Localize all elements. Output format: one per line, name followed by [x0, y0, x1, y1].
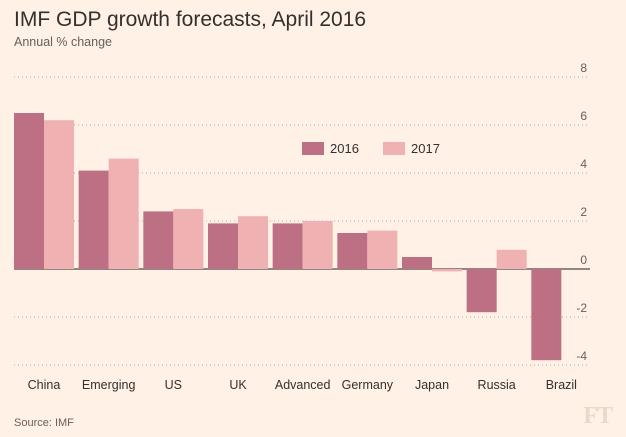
- bar-2016-uk: [208, 223, 238, 269]
- legend-label-2016: 2016: [330, 141, 359, 156]
- bar-2017-advanced: [302, 221, 333, 269]
- y-tick-label: 4: [580, 157, 587, 171]
- y-tick-label: 0: [580, 253, 587, 267]
- bar-2016-germany: [337, 233, 368, 269]
- chart-title: IMF GDP growth forecasts, April 2016: [14, 8, 367, 31]
- bar-2017-germany: [367, 230, 398, 269]
- x-tick-label: UK: [229, 378, 247, 392]
- bar-2016-brazil: [531, 269, 562, 361]
- bar-2017-emerging: [108, 158, 139, 269]
- bar-2016-china: [14, 113, 44, 269]
- bar-2016-emerging: [78, 170, 109, 269]
- x-tick-label: Russia: [478, 378, 516, 392]
- bar-2017-russia: [496, 249, 527, 269]
- bar-2017-uk: [238, 216, 268, 269]
- x-tick-label: China: [28, 378, 61, 392]
- legend-swatch-2016: [302, 142, 324, 155]
- x-tick-label: Japan: [415, 378, 449, 392]
- chart-subtitle: Annual % change: [14, 35, 112, 49]
- bar-2017-china: [44, 120, 74, 269]
- x-tick-label: Emerging: [82, 378, 136, 392]
- x-tick-label: Brazil: [546, 378, 577, 392]
- bar-2017-japan: [432, 269, 462, 272]
- bar-2016-advanced: [272, 223, 303, 269]
- x-tick-label: US: [165, 378, 182, 392]
- ft-logo: FT: [583, 403, 613, 429]
- legend-swatch-2017: [383, 142, 405, 155]
- source-note: Source: IMF: [14, 417, 74, 429]
- legend-label-2017: 2017: [411, 141, 440, 156]
- y-tick-label: -4: [576, 349, 587, 363]
- y-tick-label: 2: [580, 205, 587, 219]
- x-tick-label: Germany: [342, 378, 394, 392]
- x-tick-label: Advanced: [275, 378, 331, 392]
- bar-2016-japan: [402, 257, 432, 269]
- y-tick-label: 8: [580, 61, 587, 75]
- bar-2017-us: [173, 209, 204, 269]
- y-tick-label: 6: [580, 109, 587, 123]
- y-tick-label: -2: [576, 301, 587, 315]
- bar-2016-russia: [466, 269, 497, 313]
- bar-2016-us: [143, 211, 174, 269]
